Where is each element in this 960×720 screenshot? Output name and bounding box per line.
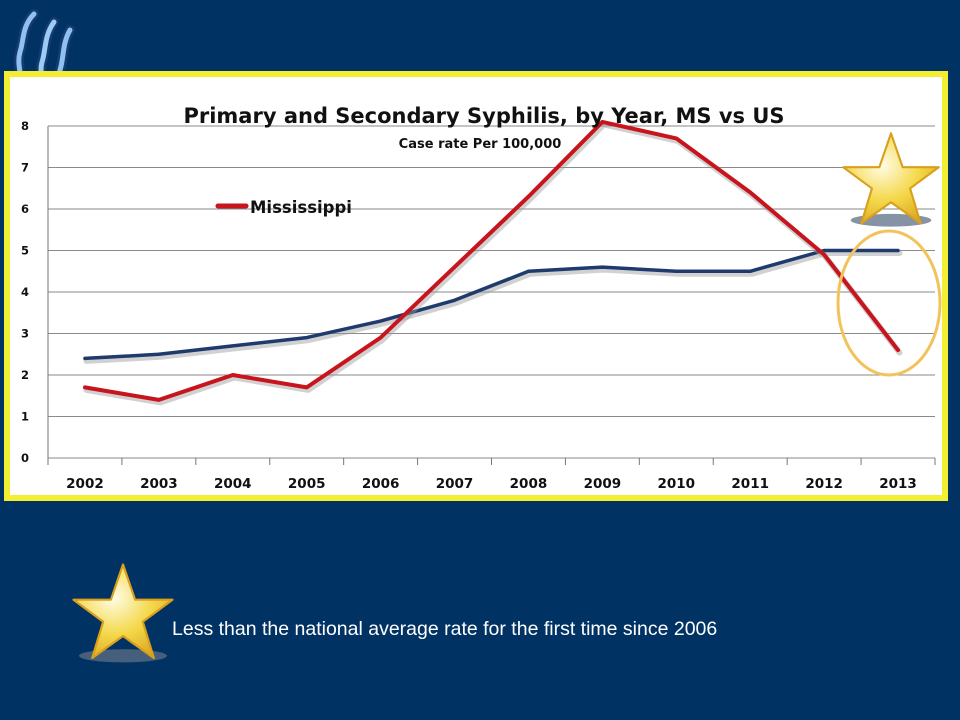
data-point-series-2 bbox=[83, 356, 87, 360]
footer-note: Less than the national average rate for … bbox=[172, 618, 718, 640]
chart-subtitle: Case rate Per 100,000 bbox=[399, 137, 562, 152]
legend-label-mississippi: Mississippi bbox=[250, 198, 352, 217]
y-tick-label: 3 bbox=[21, 327, 29, 341]
chart-axes: 0 1 2 3 4 5 6 7 8 2002 2003 2004 2005 2006 2007 2008 200… bbox=[21, 119, 936, 492]
y-tick-label: 0 bbox=[21, 451, 29, 465]
y-tick-label: 6 bbox=[21, 202, 29, 216]
data-point-mississippi bbox=[83, 385, 87, 390]
data-point-series-2 bbox=[452, 298, 457, 302]
chart-legend: Mississippi bbox=[215, 198, 352, 217]
data-point-mississippi bbox=[231, 373, 235, 377]
x-tick-label: 2013 bbox=[879, 476, 917, 492]
data-point-mississippi bbox=[379, 336, 383, 340]
data-point-series-2 bbox=[157, 352, 161, 356]
data-point-mississippi bbox=[452, 265, 457, 269]
series-shadow-series-2 bbox=[83, 250, 903, 364]
chart-series bbox=[83, 119, 903, 406]
x-tick-label: 2011 bbox=[731, 476, 769, 492]
data-point-series-2 bbox=[526, 269, 531, 273]
data-point-series-2 bbox=[305, 336, 309, 340]
x-tick-label: 2002 bbox=[66, 476, 104, 492]
chart-frame bbox=[4, 71, 948, 501]
x-tick-label: 2004 bbox=[214, 476, 252, 492]
data-point-mississippi bbox=[674, 136, 678, 141]
data-point-series-2 bbox=[822, 248, 826, 253]
y-tick-label: 1 bbox=[21, 410, 29, 424]
y-tick-label: 4 bbox=[21, 285, 29, 299]
star-icon bbox=[72, 563, 174, 663]
y-tick-label: 8 bbox=[21, 119, 29, 133]
data-point-series-2 bbox=[379, 319, 383, 323]
data-point-mississippi bbox=[896, 348, 900, 352]
x-tick-label: 2009 bbox=[584, 476, 622, 492]
y-tick-label: 2 bbox=[21, 368, 29, 382]
star-icon bbox=[842, 132, 940, 227]
x-tick-label: 2007 bbox=[436, 476, 474, 492]
x-tick-label: 2008 bbox=[510, 476, 548, 492]
data-point-series-2 bbox=[748, 269, 752, 273]
y-tick-label: 5 bbox=[21, 244, 29, 258]
data-point-series-2 bbox=[600, 265, 604, 269]
data-point-mississippi bbox=[600, 120, 604, 124]
x-tick-label: 2010 bbox=[658, 476, 696, 492]
data-point-mississippi bbox=[157, 398, 161, 402]
chart-title: Primary and Secondary Syphilis, by Year,… bbox=[183, 104, 784, 128]
x-tick-label: 2012 bbox=[805, 476, 843, 492]
x-tick-label: 2003 bbox=[140, 476, 178, 492]
data-point-mississippi bbox=[526, 194, 531, 199]
data-point-mississippi bbox=[822, 253, 826, 257]
data-point-series-2 bbox=[674, 269, 678, 273]
data-point-series-2 bbox=[896, 248, 900, 253]
x-tick-label: 2006 bbox=[362, 476, 400, 492]
series-line-series-2 bbox=[83, 248, 900, 361]
data-point-mississippi bbox=[305, 385, 309, 390]
x-tick-label: 2005 bbox=[288, 476, 326, 492]
y-tick-label: 7 bbox=[21, 161, 29, 175]
highlight-circle bbox=[836, 229, 942, 377]
data-point-mississippi bbox=[748, 190, 752, 194]
data-point-series-2 bbox=[231, 344, 235, 348]
series-line-mississippi bbox=[83, 119, 900, 402]
